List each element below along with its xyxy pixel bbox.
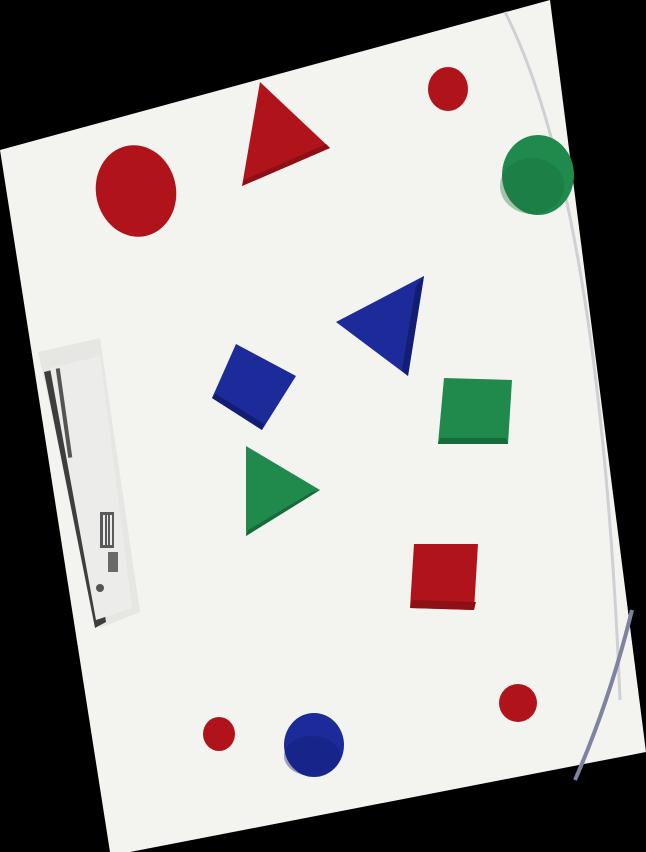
green-square: [438, 378, 512, 444]
red-triangle-side: [242, 144, 330, 186]
blue-triangle-side: [402, 276, 424, 376]
red-square-side: [410, 600, 476, 610]
barcode-icon: [100, 512, 114, 548]
label-card: [38, 338, 140, 628]
board-edge-arc: [503, 11, 622, 701]
blue-triangle: [336, 276, 424, 376]
board-bottom-edge: [573, 609, 634, 781]
red-circle-small-top: [428, 67, 468, 111]
red-circle-small-bottom-left: [203, 717, 235, 751]
red-square: [410, 544, 478, 610]
blue-circle-side: [284, 736, 340, 776]
green-triangle: [246, 446, 320, 536]
green-circle-side: [500, 158, 564, 214]
green-circle: [502, 135, 574, 215]
red-triangle: [242, 82, 330, 186]
green-triangle-side: [246, 490, 320, 536]
barcode-small-icon: [108, 552, 118, 572]
red-circle-small-bottom-right: [499, 684, 537, 722]
blue-square-side: [212, 394, 264, 430]
card-logo-icon: [96, 584, 104, 592]
blue-circle: [284, 713, 344, 777]
green-square-side: [438, 438, 508, 444]
red-circle-large: [95, 145, 177, 237]
card-text-marks: [55, 368, 73, 458]
